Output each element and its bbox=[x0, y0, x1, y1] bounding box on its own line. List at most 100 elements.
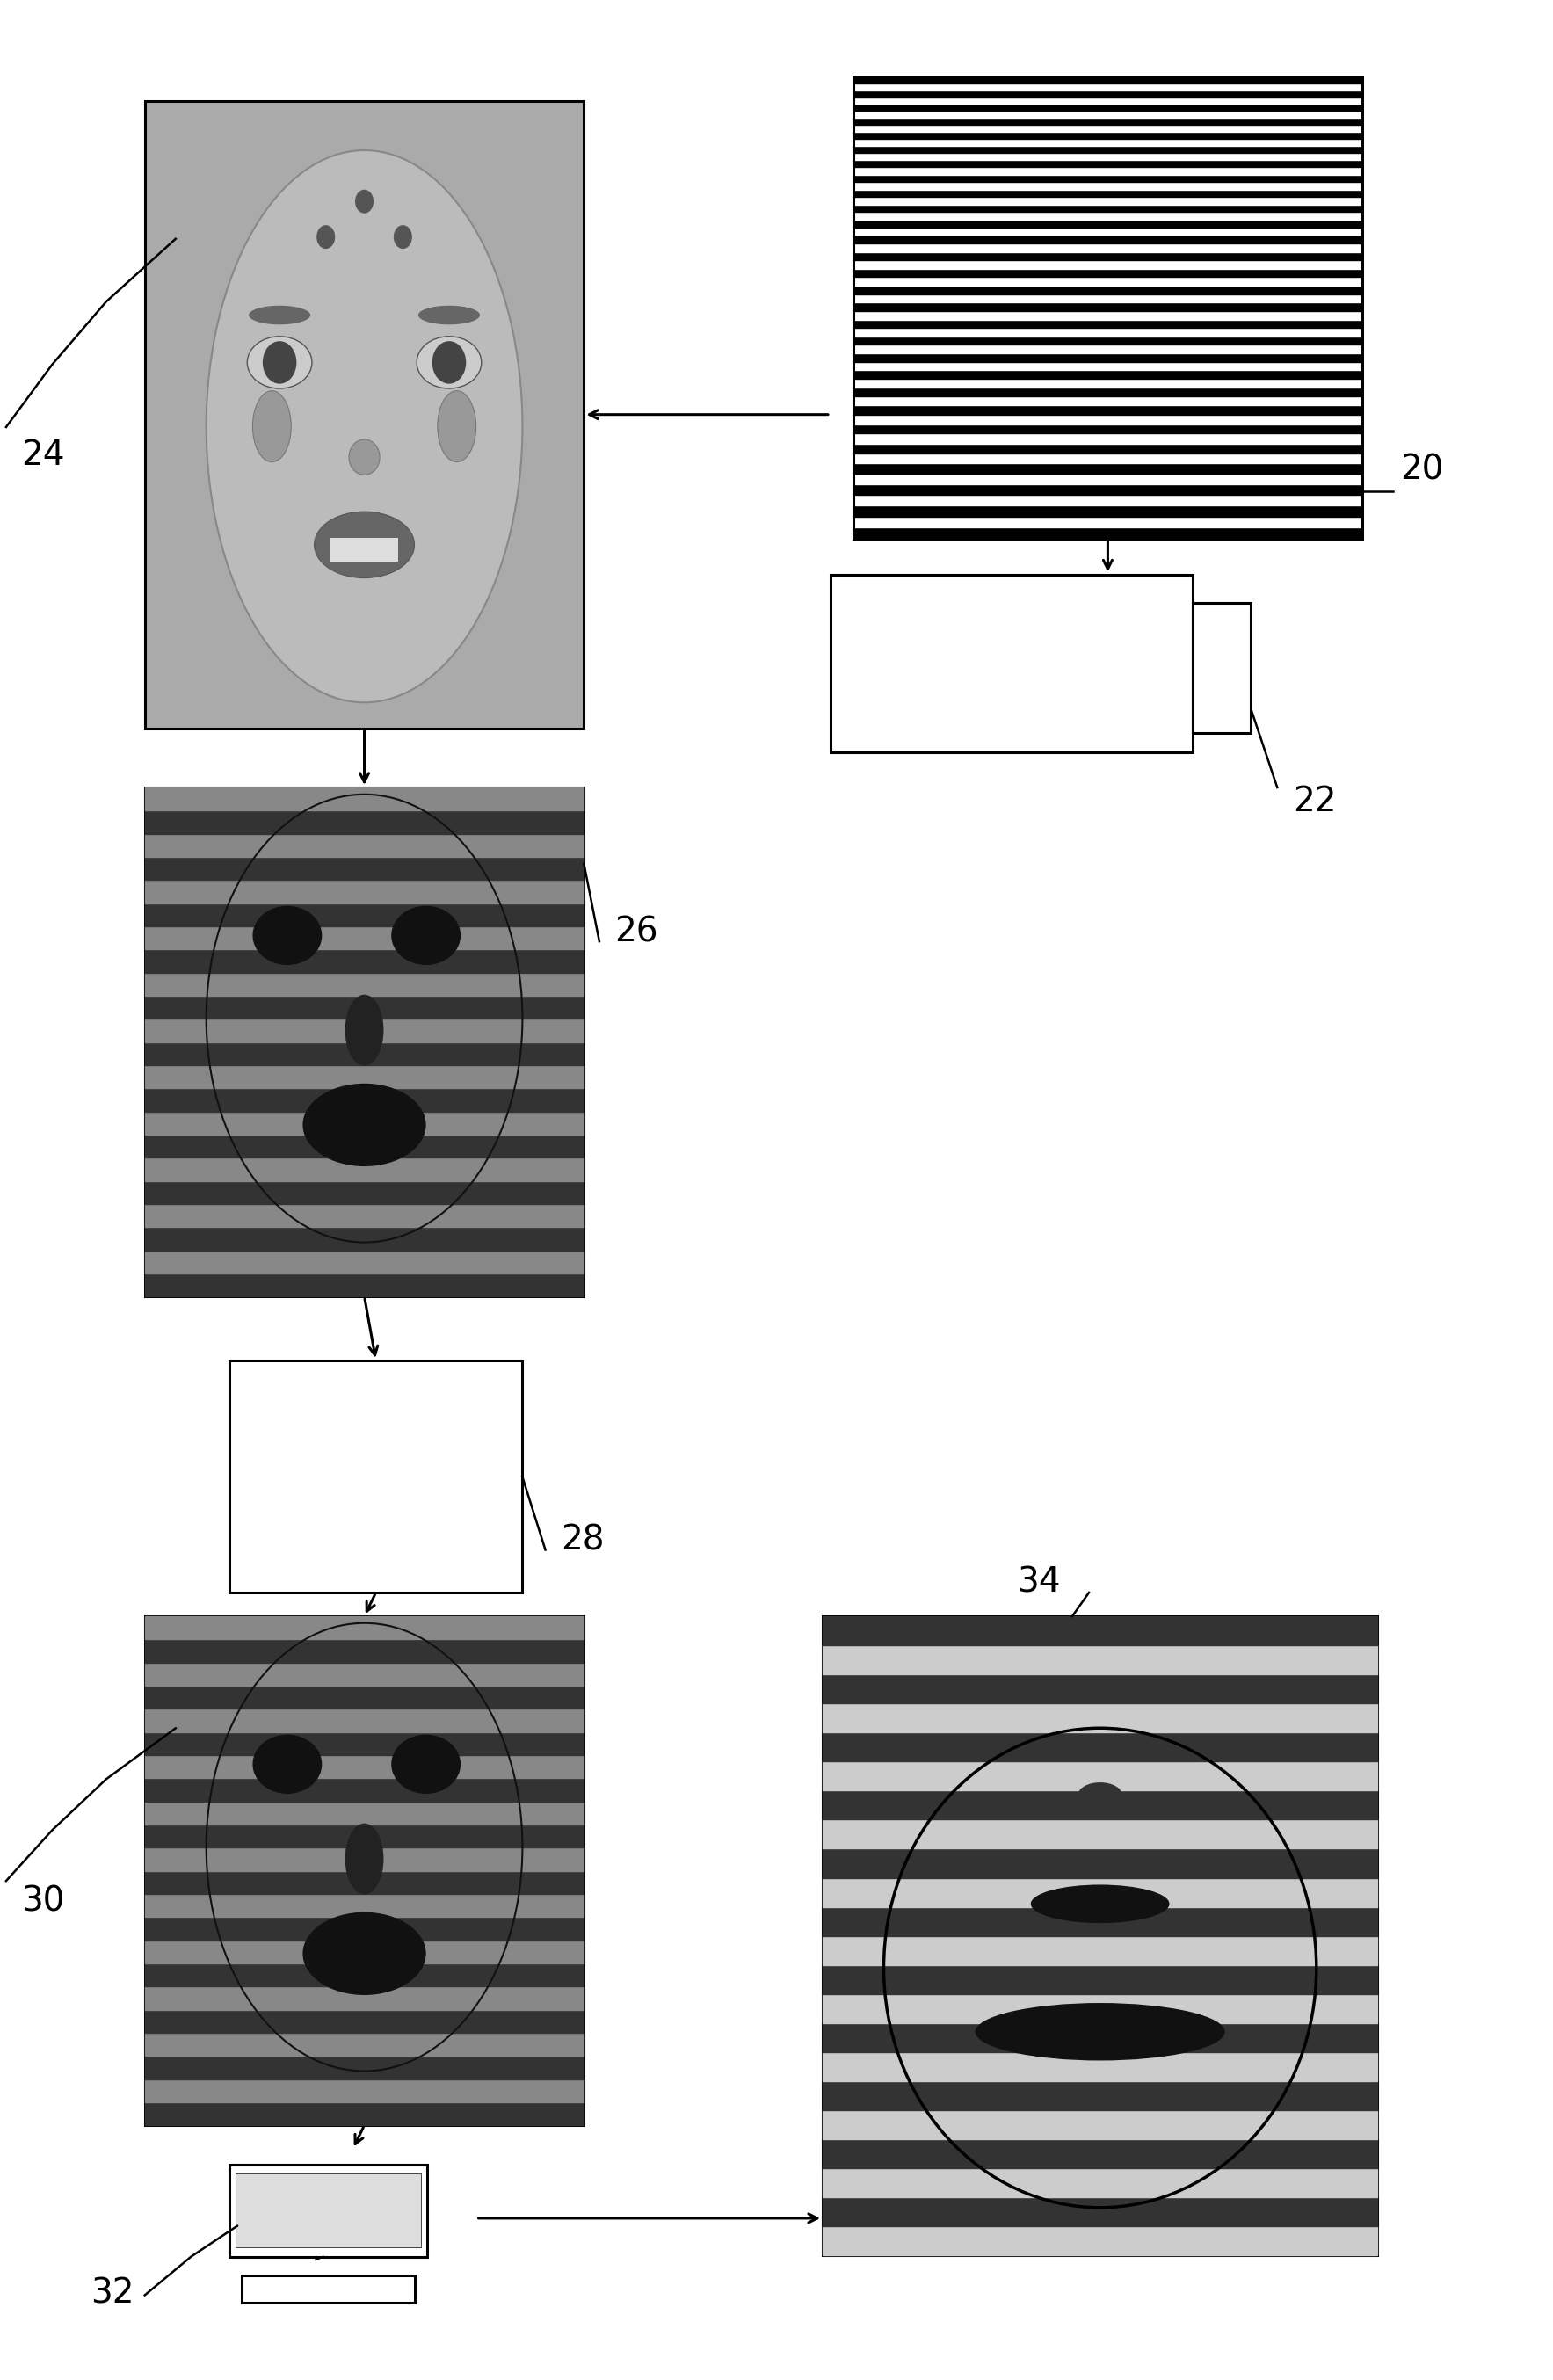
Bar bbox=[144, 1111, 584, 1135]
Bar bbox=[823, 1906, 1378, 1935]
Bar bbox=[854, 295, 1362, 302]
Bar bbox=[144, 857, 584, 881]
Bar bbox=[854, 252, 1362, 259]
Bar bbox=[1193, 602, 1252, 733]
Bar bbox=[144, 1754, 584, 1778]
Bar bbox=[854, 236, 1362, 243]
Bar bbox=[823, 2023, 1378, 2052]
Bar bbox=[823, 1733, 1378, 1761]
Bar bbox=[144, 950, 584, 973]
Bar bbox=[854, 362, 1362, 371]
Bar bbox=[854, 452, 1362, 464]
Bar bbox=[144, 1135, 584, 1157]
Bar bbox=[144, 812, 584, 833]
Bar bbox=[144, 902, 584, 926]
Bar bbox=[854, 319, 1362, 328]
Text: 30: 30 bbox=[22, 1885, 65, 1918]
Ellipse shape bbox=[303, 1911, 426, 1994]
Bar bbox=[854, 83, 1362, 90]
Bar bbox=[854, 286, 1362, 295]
Bar bbox=[854, 474, 1362, 483]
Bar bbox=[854, 405, 1362, 414]
Ellipse shape bbox=[438, 390, 477, 462]
Bar bbox=[831, 574, 1193, 752]
Bar bbox=[823, 2111, 1378, 2140]
Bar bbox=[854, 328, 1362, 336]
Bar bbox=[854, 226, 1362, 236]
Text: 28: 28 bbox=[561, 1523, 604, 1557]
Bar bbox=[144, 973, 584, 995]
Bar bbox=[854, 76, 1362, 83]
Bar bbox=[242, 2275, 415, 2304]
Bar bbox=[331, 538, 398, 562]
Ellipse shape bbox=[418, 305, 480, 324]
Bar bbox=[144, 1963, 584, 1987]
Bar bbox=[236, 2173, 421, 2247]
Bar bbox=[144, 1825, 584, 1847]
Bar bbox=[144, 1733, 584, 1754]
Bar bbox=[823, 2080, 1378, 2111]
Bar bbox=[144, 1180, 584, 1204]
Bar bbox=[144, 788, 584, 1297]
Bar bbox=[823, 2140, 1378, 2168]
Text: 26: 26 bbox=[615, 914, 658, 947]
Bar bbox=[854, 212, 1362, 219]
Bar bbox=[854, 345, 1362, 352]
Bar bbox=[144, 1042, 584, 1066]
Bar bbox=[144, 1228, 584, 1250]
Bar bbox=[823, 2197, 1378, 2225]
Ellipse shape bbox=[356, 190, 374, 214]
Ellipse shape bbox=[253, 1735, 321, 1795]
Bar bbox=[854, 528, 1362, 538]
Ellipse shape bbox=[317, 226, 335, 250]
Bar bbox=[144, 1709, 584, 1733]
Bar bbox=[144, 1987, 584, 2009]
Ellipse shape bbox=[248, 305, 311, 324]
Bar bbox=[144, 1157, 584, 1180]
Bar bbox=[854, 371, 1362, 378]
Bar bbox=[854, 243, 1362, 252]
Ellipse shape bbox=[416, 336, 481, 388]
Bar bbox=[854, 312, 1362, 319]
Bar bbox=[854, 424, 1362, 433]
Bar bbox=[854, 483, 1362, 495]
Bar bbox=[854, 302, 1362, 312]
Ellipse shape bbox=[391, 1735, 461, 1795]
Bar bbox=[144, 1664, 584, 1685]
Bar bbox=[823, 1616, 1378, 1645]
Bar bbox=[854, 378, 1362, 388]
Bar bbox=[854, 131, 1362, 138]
Bar bbox=[823, 1761, 1378, 1790]
Bar bbox=[854, 167, 1362, 174]
Bar bbox=[854, 145, 1362, 152]
Bar bbox=[854, 269, 1362, 276]
Bar bbox=[854, 516, 1362, 528]
Ellipse shape bbox=[314, 512, 415, 578]
Text: 34: 34 bbox=[1017, 1566, 1061, 1599]
Ellipse shape bbox=[345, 1823, 384, 1894]
Bar bbox=[823, 1616, 1378, 2256]
Bar bbox=[854, 505, 1362, 516]
Bar bbox=[823, 1849, 1378, 1878]
Bar bbox=[144, 1640, 584, 1664]
Bar bbox=[144, 926, 584, 950]
Text: 32: 32 bbox=[90, 2278, 135, 2311]
Bar bbox=[854, 352, 1362, 362]
Ellipse shape bbox=[1078, 1783, 1123, 1809]
Ellipse shape bbox=[253, 390, 290, 462]
Bar bbox=[854, 205, 1362, 212]
Bar bbox=[823, 1790, 1378, 1821]
Bar bbox=[854, 181, 1362, 190]
Bar bbox=[854, 76, 1362, 538]
Bar bbox=[823, 1878, 1378, 1906]
Bar bbox=[823, 2052, 1378, 2080]
Bar bbox=[144, 1066, 584, 1088]
Bar bbox=[854, 259, 1362, 269]
Bar bbox=[144, 881, 584, 902]
Ellipse shape bbox=[262, 340, 297, 383]
Bar bbox=[144, 1204, 584, 1228]
Bar bbox=[144, 2056, 584, 2080]
Bar bbox=[823, 1994, 1378, 2023]
Bar bbox=[854, 276, 1362, 286]
Bar bbox=[823, 1821, 1378, 1849]
